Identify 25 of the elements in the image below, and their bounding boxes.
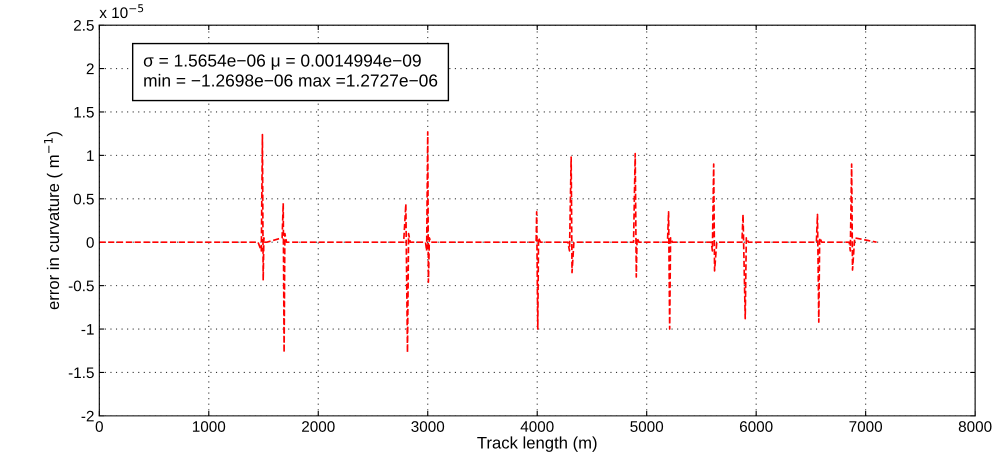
- x-tick-label: 6000: [740, 421, 773, 432]
- y-tick-label: -2: [82, 410, 94, 422]
- x-tick-label: 3000: [411, 421, 444, 432]
- text: x 10$^{−5}$: [99, 4, 144, 18]
- annotation: σ = 1.5654e−06 μ = 0.0014994e−09: [144, 54, 421, 70]
- x-tick-label: 1000: [192, 421, 226, 432]
- annotation: min = −1.2698e−06 max =1.2727e−06: [144, 74, 438, 87]
- x-tick-label: 4000: [520, 421, 554, 432]
- x-tick-label: 0: [96, 421, 103, 432]
- x-axis-title: Track length (m): [477, 436, 597, 452]
- y-tick-label: -1: [82, 324, 94, 335]
- y-tick-label: 2: [86, 63, 94, 74]
- y-tick-label: 0: [86, 237, 94, 248]
- line-series: [99, 131, 878, 354]
- x-tick-label: 5000: [630, 421, 664, 432]
- x-tick-label: 2000: [302, 421, 335, 432]
- y-tick-label: -0.5: [68, 280, 94, 292]
- y-tick-label: 0.5: [74, 194, 94, 204]
- x-tick-label: 8000: [958, 421, 992, 432]
- y-tick-label: 2.5: [74, 20, 94, 31]
- y-tick-label: 1.5: [74, 106, 94, 118]
- x-tick-label: 7000: [849, 421, 882, 432]
- y-tick-label: -1.5: [68, 367, 94, 378]
- y-axis-title: error in curvature ( m$^{−1}$): [44, 132, 62, 310]
- y-tick-label: 1: [87, 150, 94, 161]
